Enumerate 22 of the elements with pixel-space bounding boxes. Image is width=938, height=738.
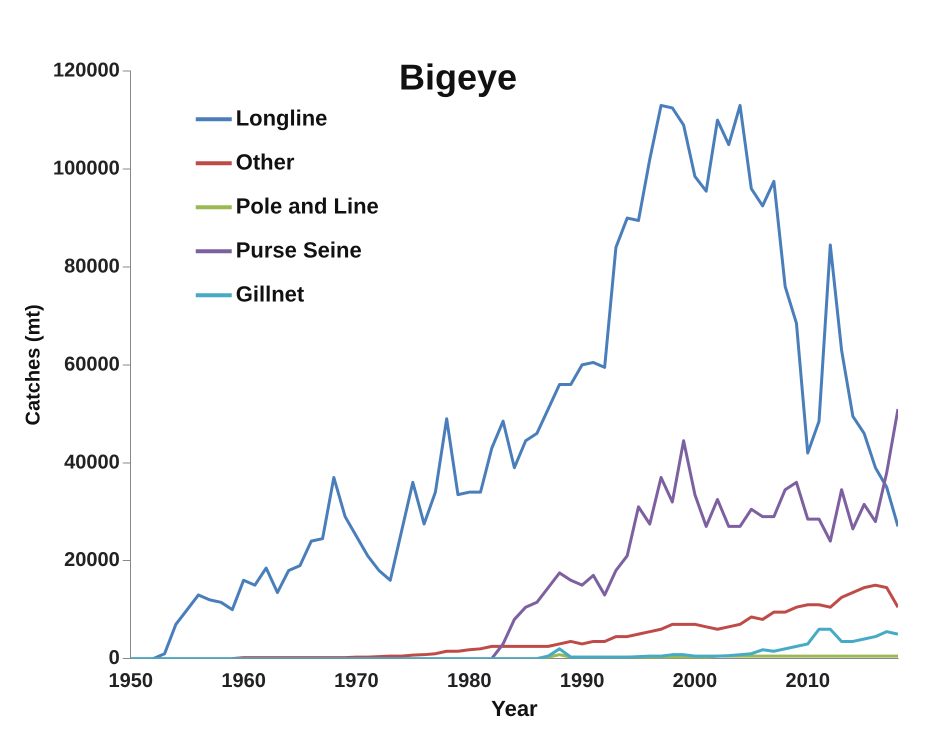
x-tick-label: 1960 <box>221 670 266 692</box>
legend-label: Longline <box>236 105 328 130</box>
y-tick-label: 100000 <box>52 158 120 180</box>
x-tick-label: 2010 <box>785 670 830 692</box>
y-tick-label: 80000 <box>64 256 120 278</box>
legend-label: Gillnet <box>236 281 305 306</box>
y-tick-label: 120000 <box>52 60 120 82</box>
y-tick-label: 40000 <box>64 451 120 474</box>
x-tick-label: 1970 <box>334 670 379 692</box>
legend-label: Pole and Line <box>236 193 379 218</box>
x-tick-label: 1950 <box>108 670 153 692</box>
x-axis-title: Year <box>491 696 538 721</box>
y-axis-title: Catches (mt) <box>22 304 45 426</box>
chart-title: Bigeye <box>398 56 518 98</box>
legend-label: Other <box>236 149 295 174</box>
x-tick-label: 2000 <box>672 670 718 692</box>
x-tick-label: 1980 <box>446 670 492 692</box>
y-tick-label: 20000 <box>64 549 120 572</box>
legend-label: Purse Seine <box>236 237 362 262</box>
x-tick-label: 1990 <box>560 670 604 692</box>
y-tick-label: 60000 <box>64 353 120 376</box>
y-tick-label: 0 <box>108 647 120 670</box>
